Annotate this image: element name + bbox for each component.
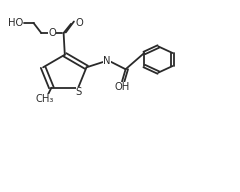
- Text: CH₃: CH₃: [36, 94, 54, 104]
- Text: N: N: [103, 56, 111, 66]
- Text: O: O: [48, 28, 56, 38]
- Text: S: S: [76, 87, 82, 97]
- Text: OH: OH: [114, 82, 130, 92]
- Text: HO: HO: [7, 18, 23, 28]
- Text: O: O: [76, 18, 83, 28]
